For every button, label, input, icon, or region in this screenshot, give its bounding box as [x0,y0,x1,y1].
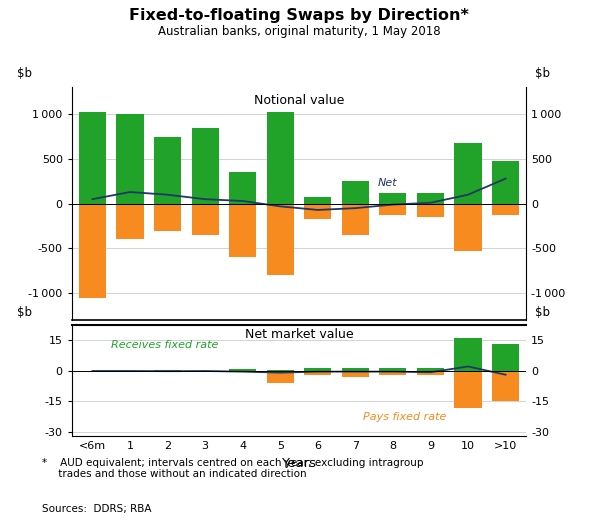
Bar [492,204,519,215]
Bar [379,368,407,371]
Bar [492,344,519,371]
Text: Australian banks, original maturity, 1 May 2018: Australian banks, original maturity, 1 M… [158,25,440,39]
Bar [304,371,331,375]
Bar [342,181,369,204]
Bar [154,370,181,371]
Bar [417,193,444,204]
Text: Sources:  DDRS; RBA: Sources: DDRS; RBA [42,504,151,514]
Bar [379,193,407,204]
Bar [267,112,294,204]
Bar [342,371,369,377]
Bar [267,371,294,383]
Bar [342,368,369,371]
Bar [304,204,331,219]
Bar [454,143,481,204]
Bar [304,368,331,371]
Bar [454,204,481,251]
Bar [79,204,106,298]
Bar [154,204,181,231]
Text: Net: Net [378,178,398,188]
Bar [229,369,256,371]
Bar [454,338,481,371]
Bar [492,371,519,402]
Text: $b: $b [17,67,32,80]
Text: Net market value: Net market value [245,327,353,341]
Text: $b: $b [17,306,32,318]
Text: $b: $b [535,306,550,318]
Text: Receives fixed rate: Receives fixed rate [111,340,219,350]
Bar [492,161,519,204]
Bar [191,127,219,204]
Bar [417,204,444,217]
Text: $b: $b [535,67,550,80]
Bar [379,371,407,375]
X-axis label: Years: Years [282,457,316,470]
Bar [342,204,369,235]
Bar [417,371,444,375]
Bar [154,136,181,204]
Text: Fixed-to-floating Swaps by Direction*: Fixed-to-floating Swaps by Direction* [129,8,469,23]
Bar [304,196,331,204]
Bar [229,172,256,204]
Text: Notional value: Notional value [254,94,344,107]
Bar [229,204,256,258]
Bar [79,112,106,204]
Bar [117,204,144,240]
Bar [117,114,144,204]
Text: *    AUD equivalent; intervals centred on each year; excluding intragroup
     t: * AUD equivalent; intervals centred on e… [42,458,423,479]
Bar [379,204,407,215]
Bar [267,204,294,275]
Bar [191,204,219,235]
Bar [454,371,481,408]
Text: Pays fixed rate: Pays fixed rate [363,412,446,422]
Bar [417,368,444,371]
Bar [267,370,294,371]
